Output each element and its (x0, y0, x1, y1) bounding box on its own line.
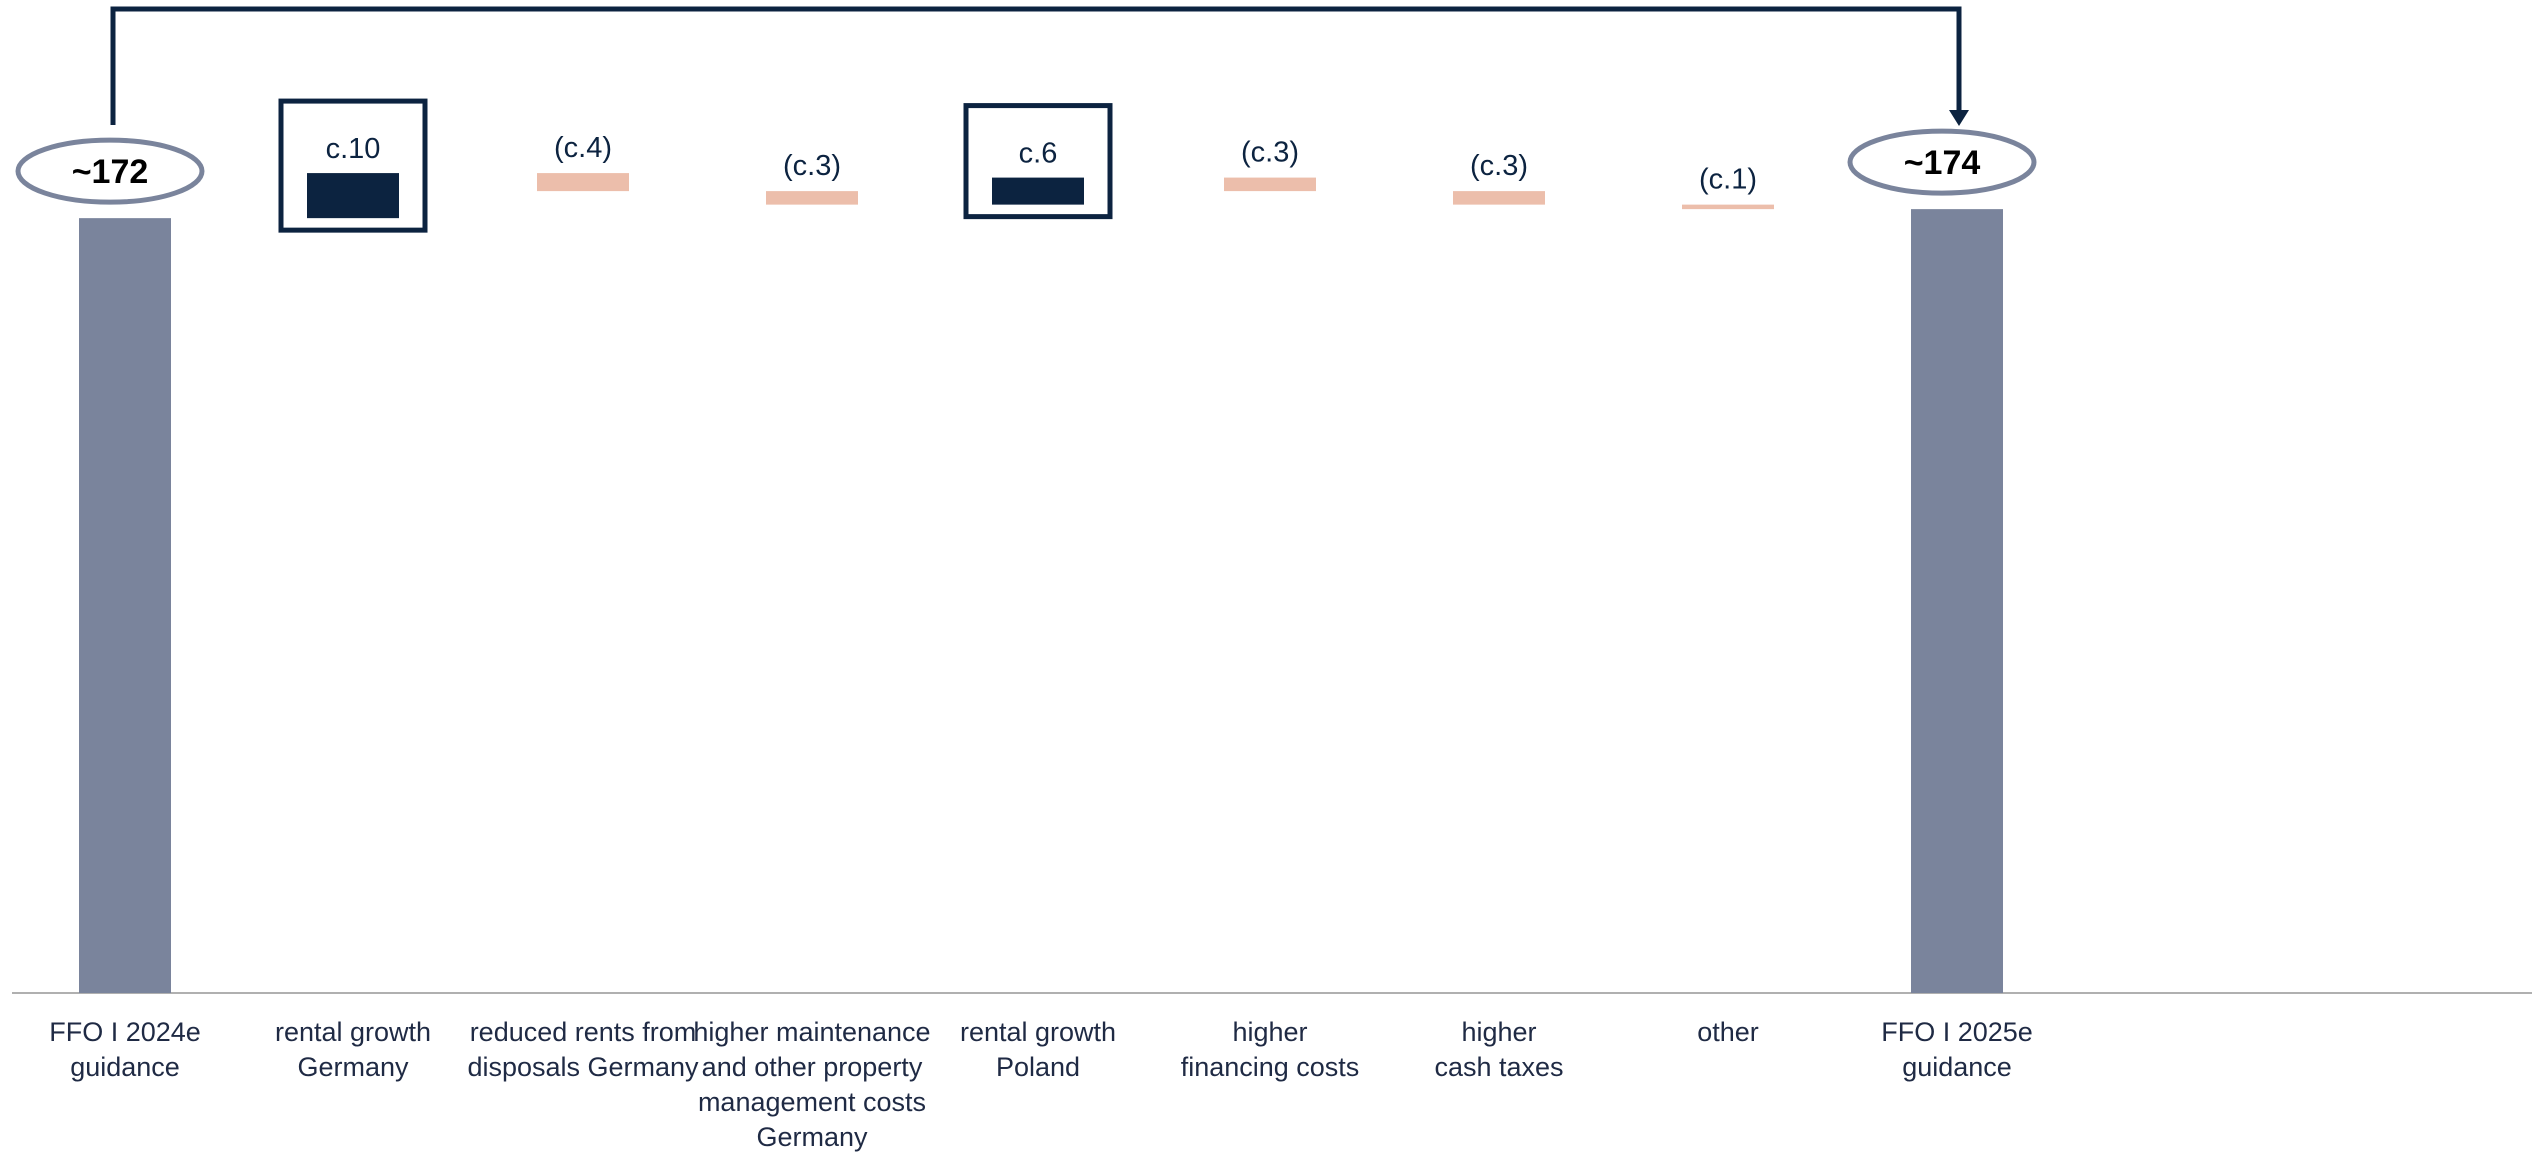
value-ellipse-ffo-i-2024e-guidance (15, 137, 205, 205)
bar-rental-growth-poland (992, 177, 1084, 205)
data-label-reduced-rents-from-disposals-germany: (c.4) (554, 132, 612, 164)
bar-higher-cash-taxes (1453, 191, 1545, 205)
category-label-higher-maintenance-and-other-property-management-costs-germany-line-3: management costs (698, 1087, 926, 1117)
value-ellipse-ffo-i-2025e-guidance (1847, 128, 2037, 196)
category-label-ffo-i-2025e-guidance-line-1: FFO I 2025e (1881, 1017, 2033, 1047)
data-label-higher-financing-costs: (c.3) (1241, 137, 1299, 169)
data-label-ffo-i-2024e-guidance: ~172 (72, 153, 149, 191)
connector-arrow-line (110, 6, 1962, 125)
highlight-frame-rental-growth-poland (963, 103, 1113, 220)
highlight-frame-rental-growth-germany (278, 98, 428, 233)
data-label-higher-maintenance-and-other-property-management-costs-germany: (c.3) (783, 150, 841, 182)
data-label-other: (c.1) (1699, 164, 1757, 196)
category-label-reduced-rents-from-disposals-germany-line-2: disposals Germany (467, 1052, 699, 1082)
category-label-ffo-i-2024e-guidance-line-1: FFO I 2024e (49, 1017, 201, 1047)
category-label-ffo-i-2024e-guidance-line-2: guidance (70, 1052, 180, 1082)
bar-ffo-i-2024e-guidance (79, 218, 171, 993)
category-label-higher-financing-costs-line-1: higher (1232, 1017, 1307, 1047)
bar-ffo-i-2025e-guidance (1911, 209, 2003, 993)
category-label-higher-maintenance-and-other-property-management-costs-germany-line-2: and other property (702, 1052, 923, 1082)
bar-higher-financing-costs (1224, 177, 1316, 192)
data-label-ffo-i-2025e-guidance: ~174 (1904, 144, 1981, 182)
bar-rental-growth-germany (307, 173, 399, 219)
category-label-rental-growth-germany-line-2: Germany (297, 1052, 409, 1082)
bar-other (1682, 204, 1774, 210)
category-label-higher-maintenance-and-other-property-management-costs-germany-line-4: Germany (756, 1122, 868, 1152)
bar-higher-maintenance-and-other-property-management-costs-germany (766, 191, 858, 205)
category-label-rental-growth-poland-line-1: rental growth (960, 1017, 1116, 1047)
category-label-reduced-rents-from-disposals-germany-line-1: reduced rents from (470, 1017, 697, 1047)
category-label-rental-growth-poland-line-2: Poland (996, 1052, 1080, 1082)
data-label-higher-cash-taxes: (c.3) (1470, 150, 1528, 182)
data-label-rental-growth-germany: c.10 (326, 133, 381, 165)
category-label-higher-cash-taxes-line-2: cash taxes (1434, 1052, 1563, 1082)
connector-arrowhead (1949, 110, 1969, 126)
data-label-rental-growth-poland: c.6 (1019, 138, 1058, 170)
category-label-higher-financing-costs-line-2: financing costs (1181, 1052, 1360, 1082)
category-label-other-line-1: other (1697, 1017, 1759, 1047)
category-label-rental-growth-germany-line-1: rental growth (275, 1017, 431, 1047)
bar-reduced-rents-from-disposals-germany (537, 173, 629, 192)
category-label-higher-cash-taxes-line-1: higher (1461, 1017, 1536, 1047)
category-label-ffo-i-2025e-guidance-line-2: guidance (1902, 1052, 2012, 1082)
category-label-higher-maintenance-and-other-property-management-costs-germany-line-1: higher maintenance (693, 1017, 930, 1047)
